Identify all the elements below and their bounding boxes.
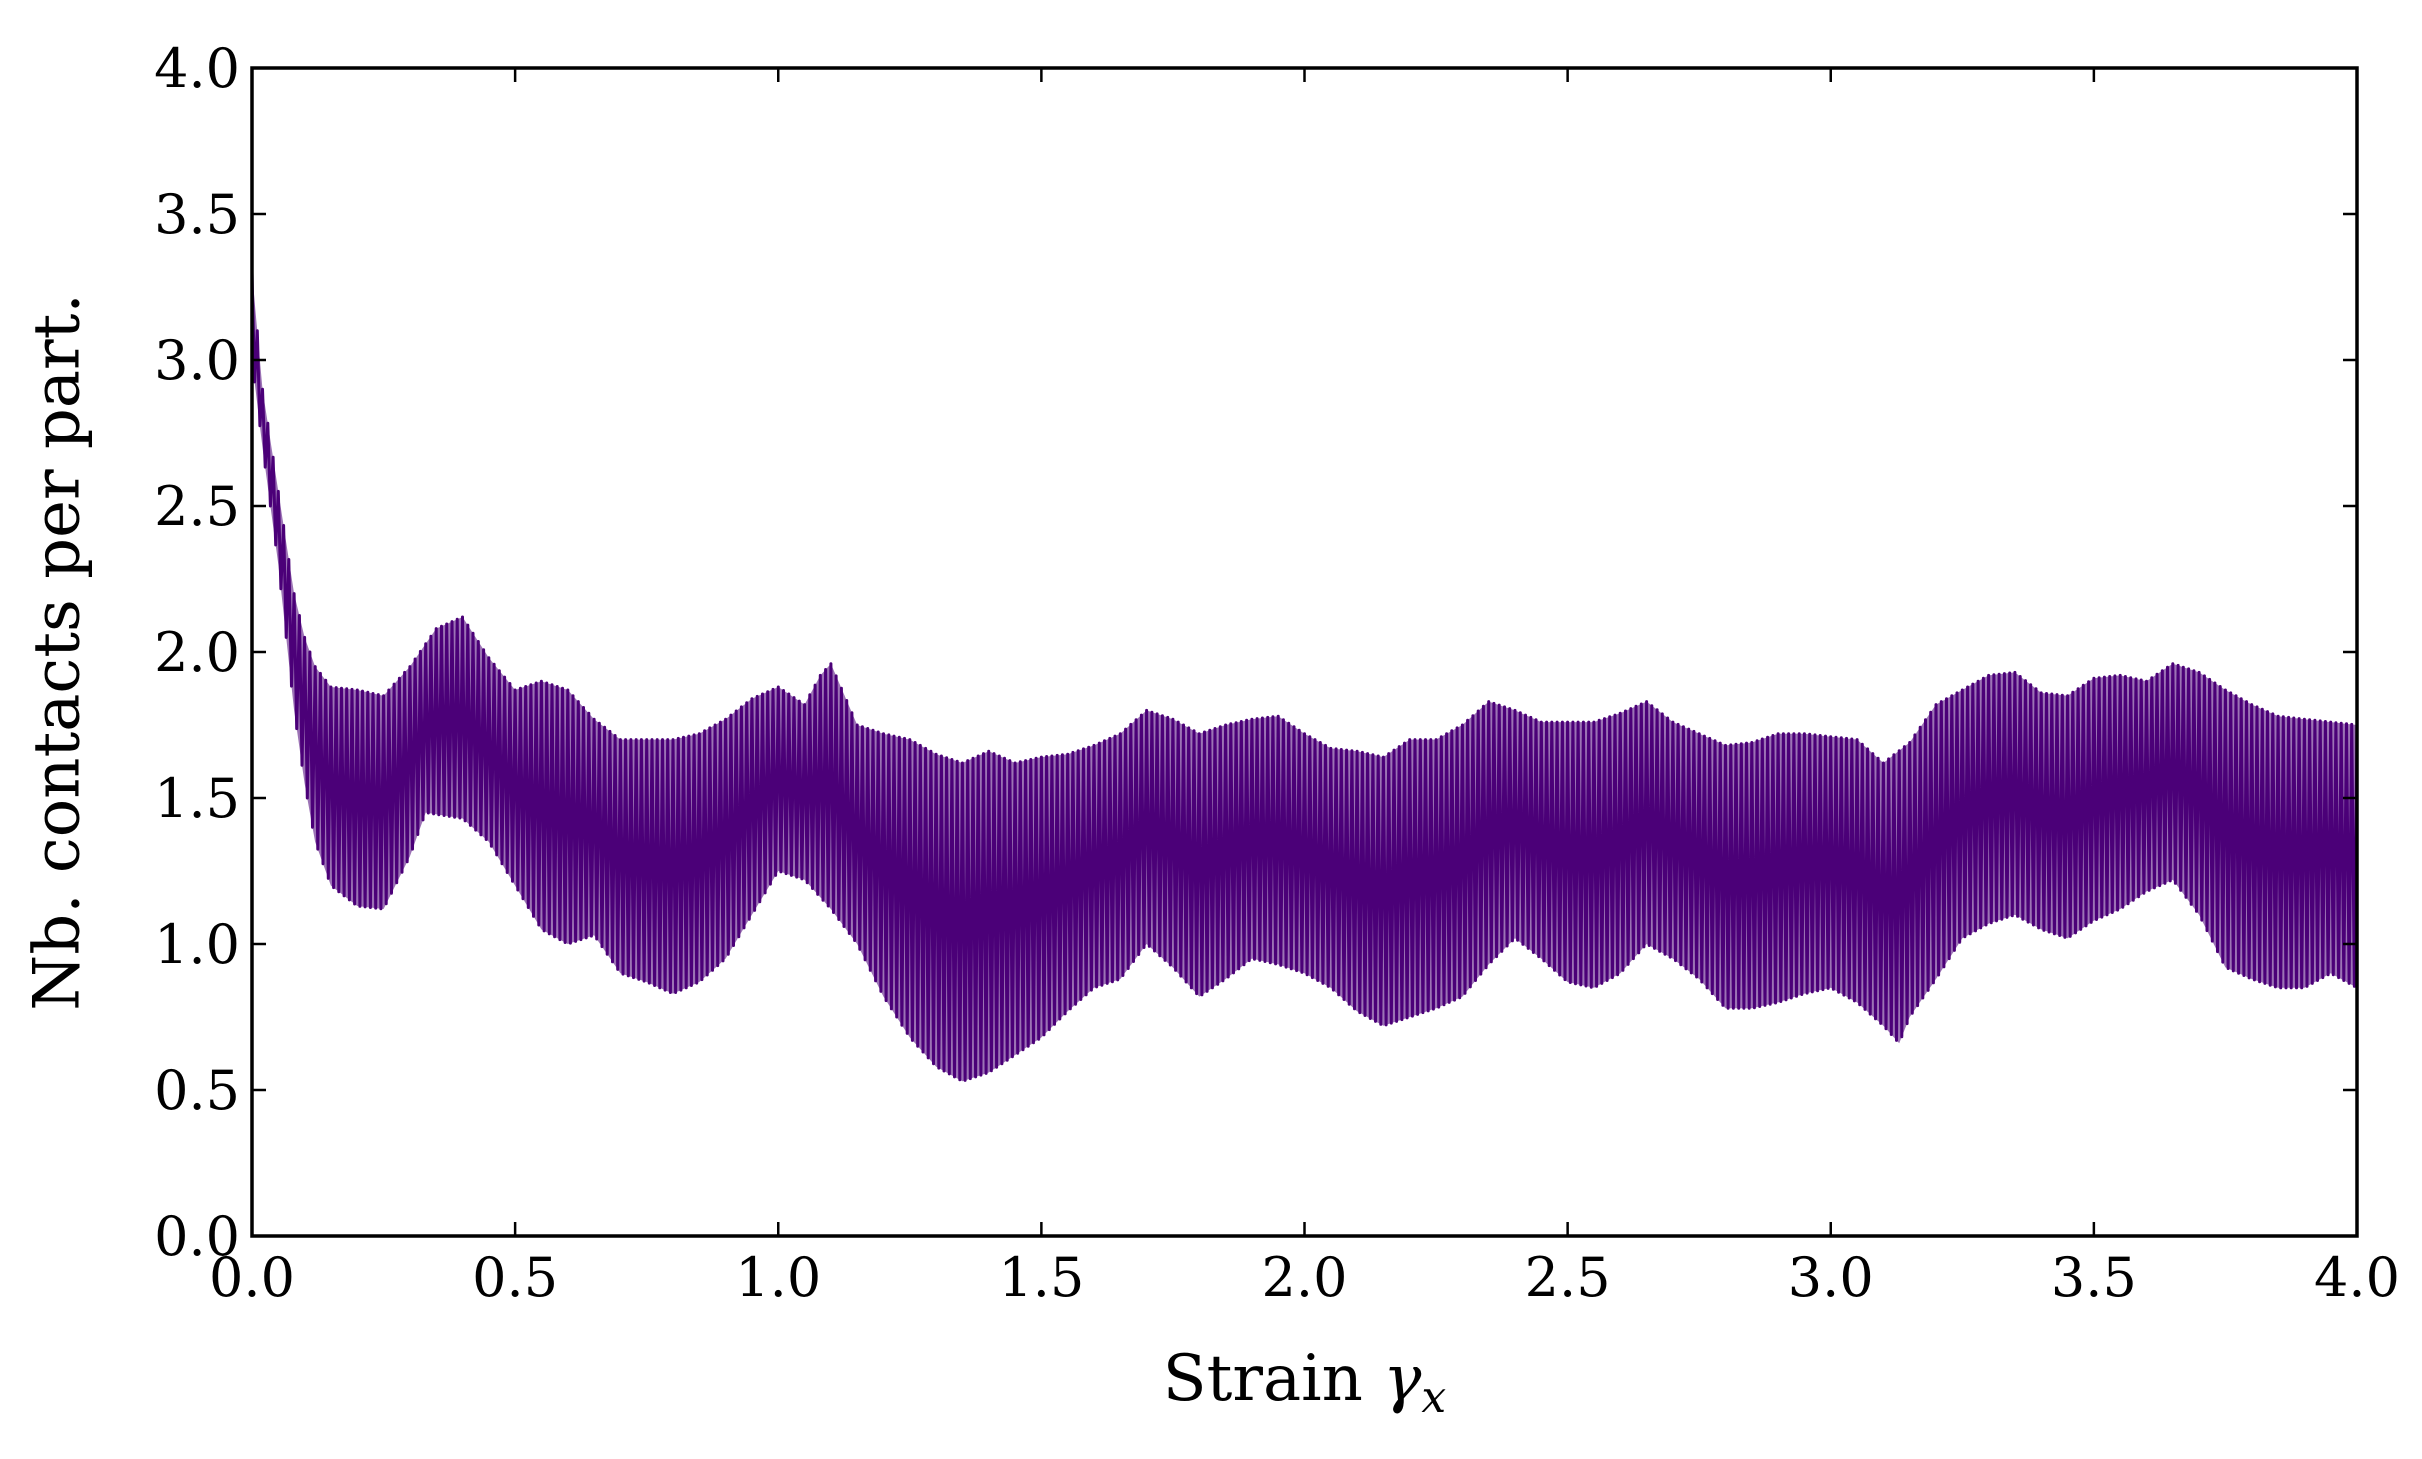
- y-tick-label: 0.0: [154, 1205, 240, 1268]
- axes-frame: [250, 66, 2359, 1238]
- series-line-0: [250, 272, 2359, 1082]
- y-tick-label: 2.0: [154, 621, 240, 684]
- series-band-0: [252, 272, 2357, 1082]
- y-tick-label: 4.0: [154, 37, 240, 100]
- x-tick-label: 2.5: [1525, 1246, 1611, 1309]
- x-axis-label-main: Strain: [1163, 1342, 1383, 1416]
- x-axis-label-subscript: x: [1421, 1372, 1446, 1423]
- x-tick-label: 1.5: [998, 1246, 1084, 1309]
- x-tick-label: 4.0: [2314, 1246, 2400, 1309]
- x-tick-label: 2.0: [1262, 1246, 1348, 1309]
- x-axis-label: Strain γx: [1163, 1342, 1447, 1423]
- y-tick-label: 3.0: [154, 329, 240, 392]
- y-tick-label: 1.0: [154, 913, 240, 976]
- y-tick-labels: 0.0 0.5 1.0 1.5 2.0 2.5 3.0 3.5 4.0: [154, 37, 240, 1268]
- x-tick-label: 3.0: [1788, 1246, 1874, 1309]
- y-axis-label: Nb. contacts per part.: [21, 293, 95, 1010]
- y-tick-label: 1.5: [154, 767, 240, 830]
- x-tick-label: 3.5: [2051, 1246, 2137, 1309]
- x-axis-label-symbol: γ: [1383, 1342, 1422, 1416]
- y-tick-label: 2.5: [154, 475, 240, 538]
- plot-area: [250, 272, 2359, 1082]
- x-tick-label: 0.5: [472, 1246, 558, 1309]
- x-tick-labels: 0.0 0.5 1.0 1.5 2.0 2.5 3.0 3.5 4.0: [209, 1246, 2400, 1309]
- y-tick-label: 3.5: [154, 183, 240, 246]
- y-tick-label: 0.5: [154, 1059, 240, 1122]
- ticks: [250, 66, 2359, 1238]
- x-tick-label: 0.0: [209, 1246, 295, 1309]
- x-tick-label: 1.0: [735, 1246, 821, 1309]
